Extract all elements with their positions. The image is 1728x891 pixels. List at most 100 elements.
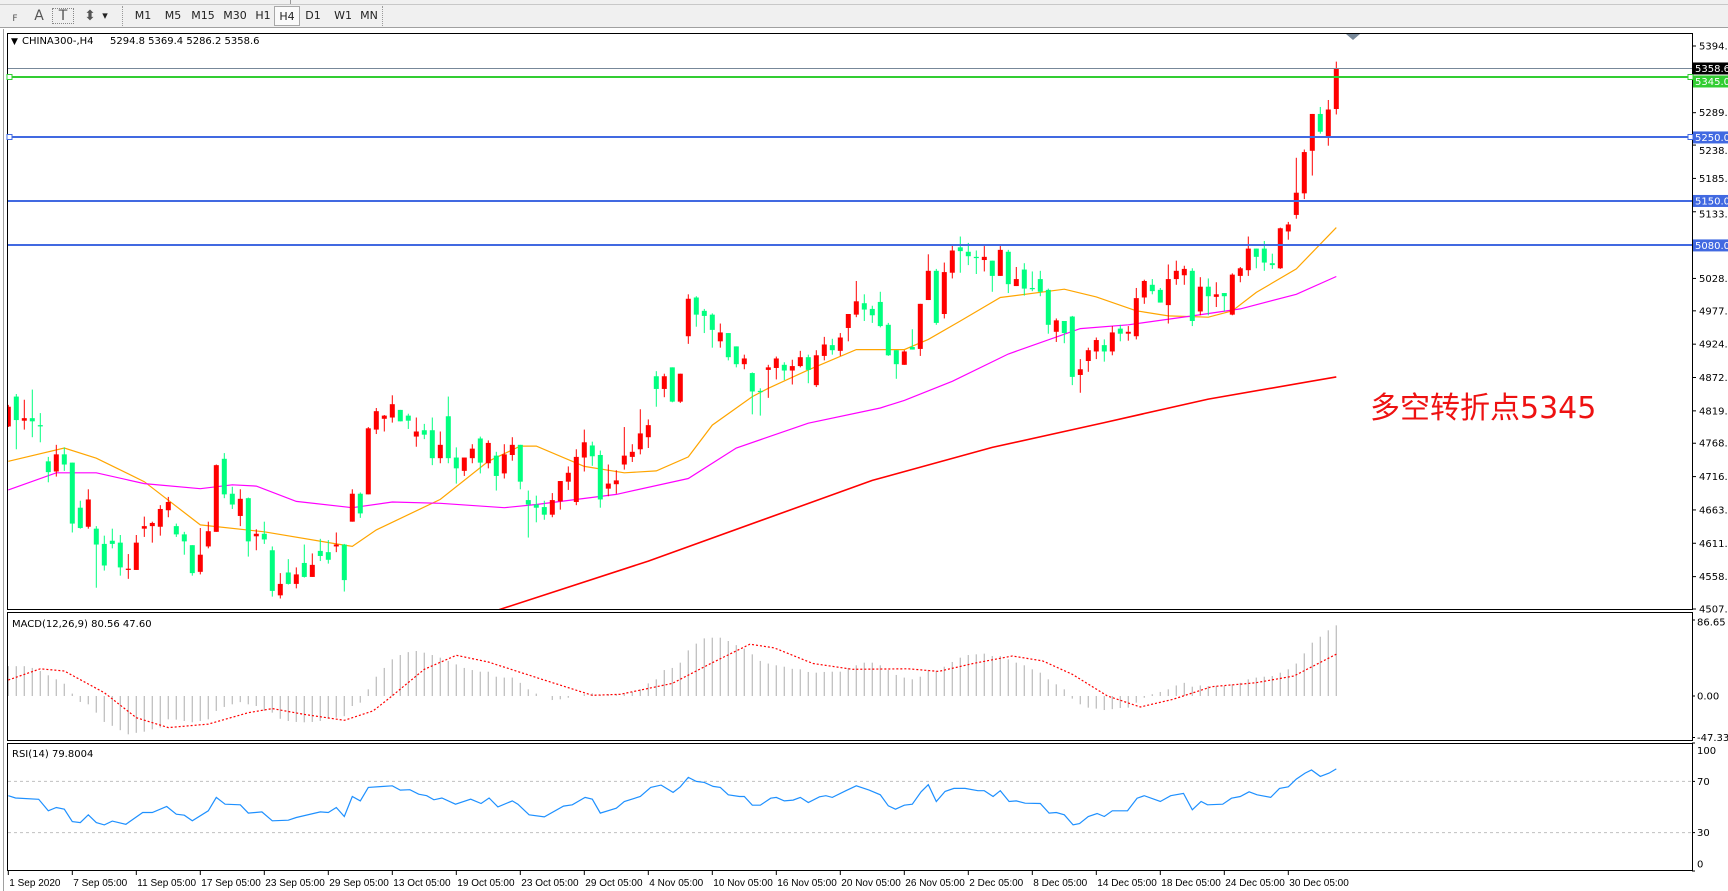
candle-body — [949, 250, 955, 273]
timeframe-mn[interactable]: MN — [360, 9, 378, 22]
candle-body — [1109, 332, 1115, 352]
candle-body — [493, 455, 499, 476]
candle-body — [181, 534, 187, 542]
candle — [1125, 326, 1131, 341]
timeframe-m30[interactable]: M30 — [223, 9, 247, 22]
candle-body — [1181, 268, 1187, 276]
line-handle[interactable] — [6, 74, 13, 80]
candle — [613, 470, 619, 494]
text-label-icon[interactable]: T — [52, 8, 74, 24]
rsi-panel[interactable] — [7, 743, 1693, 871]
candle-body — [1053, 320, 1059, 332]
line-handle[interactable] — [6, 134, 13, 140]
candle-body — [989, 260, 995, 276]
price-tick-label: 5289.0 — [1699, 108, 1728, 119]
moving-average-line — [8, 275, 1337, 509]
timeframe-h1[interactable]: H1 — [255, 9, 271, 22]
candle — [493, 451, 499, 491]
candle-body — [677, 373, 683, 402]
candle-body — [605, 483, 611, 489]
candle — [541, 500, 547, 520]
candle — [765, 364, 771, 398]
candle-body — [205, 531, 211, 547]
candle-body — [197, 554, 203, 572]
turning-point-annotation[interactable]: 多空转折点5345 — [1370, 391, 1596, 426]
candle — [741, 354, 747, 370]
candle — [877, 291, 883, 328]
line-handle[interactable] — [1687, 74, 1694, 80]
candle — [77, 500, 83, 529]
candle — [949, 244, 955, 279]
candle-body — [237, 498, 243, 516]
candle-body — [693, 297, 699, 315]
candle-body — [325, 552, 331, 560]
candle — [221, 453, 227, 499]
ohlc-readout: 5294.8 5369.4 5286.2 5358.6 — [110, 36, 260, 47]
timeframe-m1[interactable]: M1 — [134, 9, 152, 22]
line-price-label-bg — [1693, 131, 1728, 144]
candle — [605, 464, 611, 497]
candle — [333, 532, 339, 553]
grid-f-icon[interactable]: F — [4, 6, 26, 26]
text-tool-label: A — [34, 8, 44, 24]
candle — [973, 250, 979, 274]
dropdown-arrow-icon[interactable]: ▾ — [98, 6, 112, 26]
timeframe-h4[interactable]: H4 — [274, 6, 300, 26]
candle — [365, 427, 371, 495]
candle-body — [189, 545, 195, 574]
chart-shift-triangle-icon[interactable] — [1346, 34, 1360, 40]
candle — [8, 404, 11, 428]
candle-body — [453, 457, 459, 469]
candle-body — [1317, 113, 1323, 132]
timeframe-d1[interactable]: D1 — [305, 9, 321, 22]
macd-panel[interactable] — [7, 612, 1693, 741]
candle-body — [333, 544, 339, 547]
candle — [1013, 267, 1019, 287]
candle-body — [357, 493, 363, 514]
timeframe-m15[interactable]: M15 — [191, 9, 215, 22]
symbol-menu-icon[interactable]: ▼ — [11, 37, 18, 47]
text-icon[interactable]: A — [28, 6, 50, 26]
candle — [1133, 287, 1139, 340]
candle — [501, 444, 507, 479]
candle — [1005, 249, 1011, 294]
candle-body — [1125, 331, 1131, 334]
candle-body — [261, 533, 267, 540]
candle — [1229, 273, 1235, 316]
candle-body — [253, 533, 259, 537]
candle — [1037, 270, 1043, 297]
candle-body — [141, 526, 147, 529]
candle-body — [1309, 113, 1315, 151]
candle — [853, 280, 859, 318]
candle-body — [301, 562, 307, 577]
candle — [245, 497, 251, 557]
candle-body — [309, 564, 315, 577]
candle-body — [525, 500, 531, 505]
candle-body — [1045, 289, 1051, 325]
candle — [1325, 99, 1331, 146]
candle-body — [877, 301, 883, 327]
candle-body — [13, 396, 19, 421]
candle — [869, 305, 875, 323]
candle — [357, 492, 363, 518]
candle — [941, 262, 947, 319]
timeframe-m5[interactable]: M5 — [164, 9, 182, 22]
axes: 5394.0 5358.6 5345.0 5289.0 5250.0 5238.0 5185… — [7, 42, 1728, 889]
candle-body — [477, 438, 483, 463]
candle-body — [661, 376, 667, 389]
candle-body — [501, 454, 507, 474]
candle-body — [1021, 269, 1027, 289]
line-handle[interactable] — [1687, 134, 1694, 140]
toolbar-divider — [290, 0, 291, 4]
candle — [677, 373, 683, 403]
candle-body — [629, 451, 635, 457]
candle — [61, 447, 67, 471]
upper-toolbar-edge — [0, 0, 1728, 5]
timeframe-w1[interactable]: W1 — [334, 9, 352, 22]
candle-body — [789, 366, 795, 371]
candle-body — [613, 480, 619, 485]
current-price-label: 5358.6 — [1695, 64, 1728, 75]
candle-body — [597, 454, 603, 500]
arrows-icon[interactable]: ⬍ — [80, 6, 100, 26]
